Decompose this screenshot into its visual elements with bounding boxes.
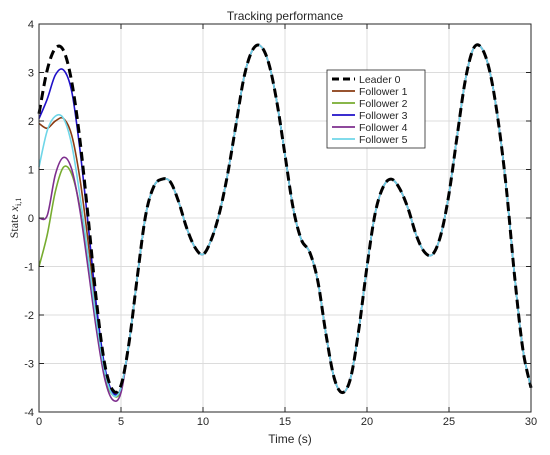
legend-box <box>326 69 426 149</box>
x-tick-label: 0 <box>36 416 42 428</box>
x-tick-label: 25 <box>443 416 455 428</box>
series-line-leader <box>37 43 533 395</box>
y-axis-label-math: x <box>7 205 21 212</box>
legend-label: Follower 3 <box>359 110 408 122</box>
x-axis-label: Time (s) <box>268 432 312 446</box>
y-axis-label: State xi,1 <box>7 198 23 239</box>
y-tick-label: -4 <box>24 407 34 419</box>
ticks: 0 5 10 15 20 25 30 -4 -3 -2 -1 0 1 2 3 4 <box>24 19 537 428</box>
chart-title: Tracking performance <box>227 9 344 23</box>
x-tick-label: 10 <box>197 416 209 428</box>
y-tick-label: 2 <box>28 116 34 128</box>
y-tick-label: 1 <box>28 165 34 177</box>
y-tick-label: 0 <box>28 213 34 225</box>
y-tick-label: -3 <box>24 359 34 371</box>
legend-label: Follower 4 <box>359 122 408 134</box>
legend-label: Follower 1 <box>359 86 408 98</box>
y-tick-label: -1 <box>24 262 34 274</box>
legend-label: Follower 5 <box>359 134 408 146</box>
series-layer <box>37 43 533 402</box>
y-tick-label: 3 <box>28 68 34 80</box>
legend-label: Follower 2 <box>359 98 408 110</box>
y-tick-label: 4 <box>28 19 34 31</box>
y-tick-label: -2 <box>24 310 34 322</box>
x-tick-label: 15 <box>279 416 291 428</box>
x-tick-label: 20 <box>361 416 373 428</box>
x-tick-label: 5 <box>118 416 124 428</box>
y-axis-label-text: State <box>7 211 21 238</box>
legend-label: Leader 0 <box>359 74 401 86</box>
x-tick-label: 30 <box>525 416 537 428</box>
y-axis-label-sub: i,1 <box>14 198 23 206</box>
